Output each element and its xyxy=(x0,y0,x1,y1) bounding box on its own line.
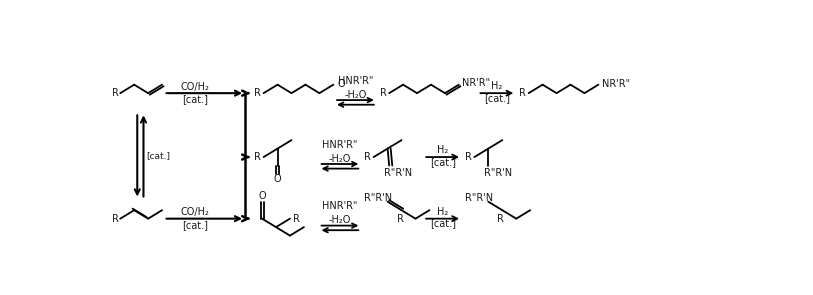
Text: O: O xyxy=(274,174,281,184)
Text: -H₂O: -H₂O xyxy=(328,154,351,164)
Text: [cat.]: [cat.] xyxy=(181,220,207,230)
Text: HNR'R": HNR'R" xyxy=(337,76,373,86)
Text: -H₂O: -H₂O xyxy=(344,90,367,100)
Text: H₂: H₂ xyxy=(437,207,448,217)
Text: R"R'N: R"R'N xyxy=(465,193,493,203)
Text: R: R xyxy=(397,214,403,224)
Text: R: R xyxy=(520,88,526,98)
Text: [cat.]: [cat.] xyxy=(146,151,171,160)
Text: R: R xyxy=(465,152,472,162)
Text: R"R'N: R"R'N xyxy=(485,168,513,178)
Text: H₂: H₂ xyxy=(437,145,448,155)
Text: R: R xyxy=(364,152,372,162)
Text: R: R xyxy=(293,214,300,224)
Text: CO/H₂: CO/H₂ xyxy=(180,207,209,217)
Text: R: R xyxy=(254,152,261,162)
Text: R: R xyxy=(380,88,387,98)
Text: R"R'N: R"R'N xyxy=(384,168,412,178)
Text: O: O xyxy=(259,191,266,201)
Text: -H₂O: -H₂O xyxy=(328,215,351,225)
Text: [cat.]: [cat.] xyxy=(484,93,510,103)
Text: R: R xyxy=(111,214,119,224)
Text: H₂: H₂ xyxy=(491,81,502,91)
Text: [cat.]: [cat.] xyxy=(181,94,207,104)
Text: HNR'R": HNR'R" xyxy=(322,140,358,150)
Text: NR'R": NR'R" xyxy=(462,78,490,88)
Text: NR'R": NR'R" xyxy=(602,79,629,89)
Text: [cat.]: [cat.] xyxy=(429,218,455,228)
Text: R: R xyxy=(254,88,261,98)
Text: [cat.]: [cat.] xyxy=(429,157,455,167)
Text: HNR'R": HNR'R" xyxy=(322,201,358,211)
Text: CO/H₂: CO/H₂ xyxy=(180,82,209,92)
Text: O: O xyxy=(337,79,345,89)
Text: R: R xyxy=(111,88,119,98)
Text: R"R'N: R"R'N xyxy=(364,193,393,203)
Text: R: R xyxy=(498,214,504,224)
